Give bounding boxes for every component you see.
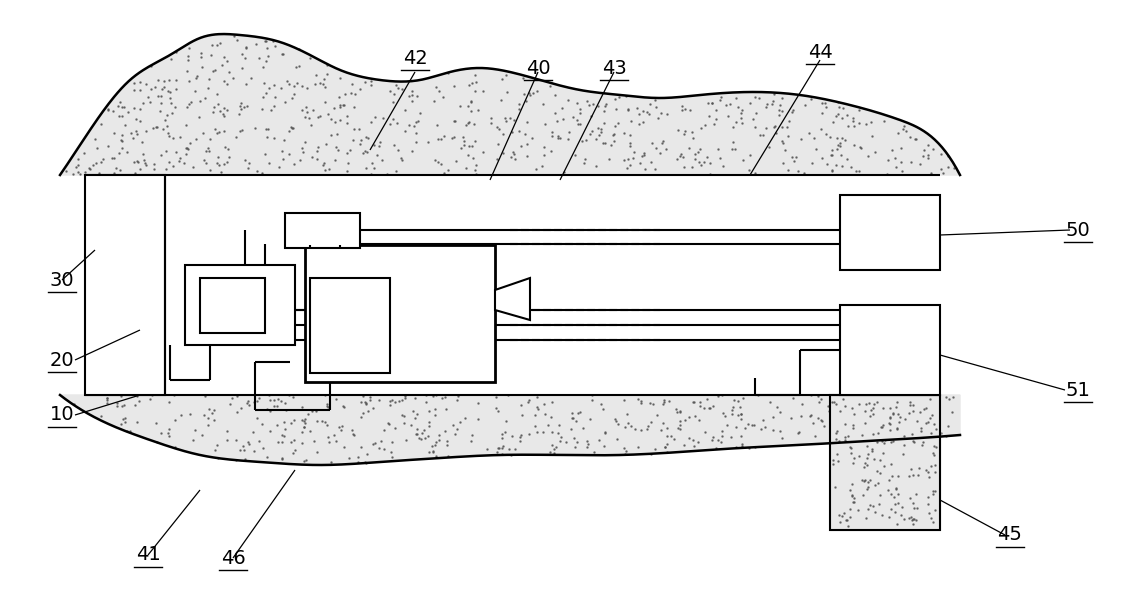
Text: 41: 41 [136, 546, 161, 564]
Bar [310, 278, 390, 373]
Bar [200, 278, 265, 333]
Bar [840, 195, 940, 270]
Polygon shape [60, 34, 960, 175]
Text: 20: 20 [50, 350, 75, 370]
Bar [830, 395, 940, 530]
Text: 10: 10 [50, 406, 75, 424]
Polygon shape [495, 278, 530, 320]
Text: 45: 45 [998, 525, 1022, 545]
Bar [185, 265, 295, 345]
Text: 30: 30 [50, 270, 75, 290]
Polygon shape [830, 395, 940, 530]
Text: 42: 42 [403, 49, 428, 67]
Polygon shape [60, 395, 960, 465]
Bar [85, 175, 940, 395]
Text: 46: 46 [221, 549, 245, 567]
Bar [840, 305, 940, 395]
Text: 40: 40 [526, 58, 551, 78]
Text: 43: 43 [602, 58, 627, 78]
Bar [285, 213, 360, 248]
Bar [305, 245, 495, 382]
Bar [85, 175, 165, 395]
Text: 51: 51 [1065, 380, 1090, 400]
Text: 44: 44 [808, 43, 832, 61]
Text: 50: 50 [1065, 221, 1090, 240]
